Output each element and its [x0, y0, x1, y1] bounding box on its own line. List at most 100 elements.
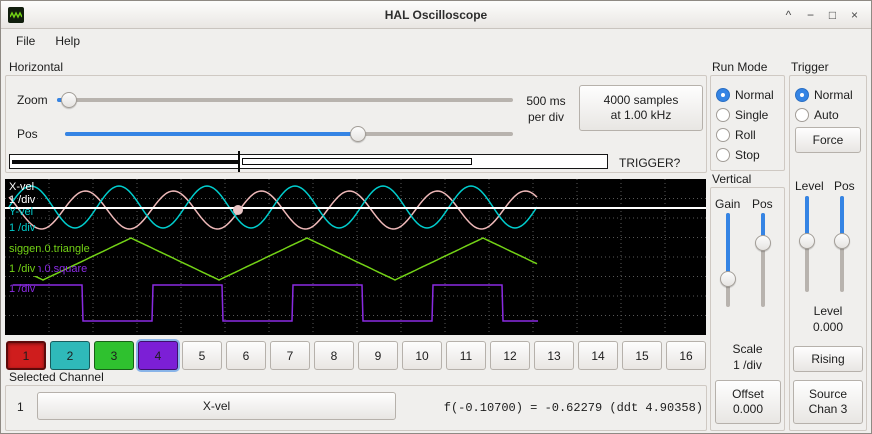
trigger-level-value: 0.000: [812, 320, 844, 334]
vertical-gain-slider[interactable]: [720, 213, 736, 307]
radio-dot[interactable]: [716, 128, 730, 142]
channel-selector-bar: 1 2 3 4 5 6 7 8 9 10 11 12 13 14 15 16: [6, 341, 706, 370]
horizontal-panel: [5, 75, 707, 173]
vertical-pos-thumb[interactable]: [755, 235, 771, 252]
channel-button-13[interactable]: 13: [534, 341, 574, 370]
record-position-bar: [9, 151, 608, 172]
oscilloscope-app-icon: [8, 7, 24, 23]
radio-dot[interactable]: [716, 88, 730, 102]
radio-label: Stop: [735, 148, 760, 162]
radio-run-mode-normal[interactable]: Normal: [716, 85, 774, 105]
pos-slider[interactable]: [65, 125, 513, 143]
scope-display[interactable]: X-vel 1 /div Y-vel 1 /div siggen.0.squar…: [5, 179, 706, 335]
radio-run-mode-roll[interactable]: Roll: [716, 125, 774, 145]
pos-label: Pos: [17, 127, 38, 141]
vertical-scale-caption: Scale: [732, 342, 763, 356]
trigger-panel-label: Trigger: [791, 60, 829, 74]
scope-channel-label-triangle: siggen.0.triangle 1 /div: [9, 243, 90, 276]
time-per-div-readout: 500 ms per div: [526, 94, 566, 124]
radio-trigger-mode-normal[interactable]: Normal: [795, 85, 853, 105]
vertical-pos-slider[interactable]: [755, 213, 771, 307]
trigger-source-button[interactable]: Source Chan 3: [793, 380, 863, 424]
channel-button-3[interactable]: 3: [94, 341, 134, 370]
run-mode-panel-label: Run Mode: [712, 60, 768, 74]
radio-label: Normal: [735, 88, 774, 102]
vertical-gain-fill: [726, 213, 730, 279]
samples-button[interactable]: 4000 samples at 1.00 kHz: [579, 85, 703, 131]
horizontal-panel-label: Horizontal: [9, 60, 64, 74]
channel-button-10[interactable]: 10: [402, 341, 442, 370]
run-mode-panel: [710, 75, 785, 171]
channel-button-11[interactable]: 11: [446, 341, 486, 370]
minimize-button[interactable]: −: [806, 7, 814, 22]
vertical-scale-value: 1 /div: [733, 358, 762, 372]
channel-button-5[interactable]: 5: [182, 341, 222, 370]
channel-button-9[interactable]: 9: [358, 341, 398, 370]
radio-dot[interactable]: [795, 108, 809, 122]
channel-button-7[interactable]: 7: [270, 341, 310, 370]
zoom-label: Zoom: [17, 93, 48, 107]
channel-button-15[interactable]: 15: [622, 341, 662, 370]
menu-bar: File Help: [1, 30, 871, 52]
channel-button-14[interactable]: 14: [578, 341, 618, 370]
channel-button-2[interactable]: 2: [50, 341, 90, 370]
trigger-pos-thumb[interactable]: [834, 233, 850, 250]
trigger-edge-button[interactable]: Rising: [793, 346, 863, 372]
channel-button-12[interactable]: 12: [490, 341, 530, 370]
vertical-gain-slider-label: Gain: [715, 197, 741, 211]
radio-dot[interactable]: [716, 148, 730, 162]
radio-label: Auto: [814, 108, 839, 122]
trigger-level-fill: [805, 196, 809, 242]
vertical-pos-slider-label: Pos: [752, 197, 773, 211]
pos-slider-thumb[interactable]: [350, 126, 367, 142]
force-trigger-button[interactable]: Force: [795, 127, 861, 153]
channel-button-8[interactable]: 8: [314, 341, 354, 370]
run-mode-radios: Normal Single Roll Stop: [716, 85, 774, 165]
shade-button[interactable]: ^: [785, 7, 792, 22]
title-bar: HAL Oscilloscope ^ − □ ×: [1, 1, 871, 29]
window-title: HAL Oscilloscope: [384, 8, 488, 22]
radio-run-mode-stop[interactable]: Stop: [716, 145, 774, 165]
record-window-outline: [242, 158, 472, 165]
trigger-level-slider[interactable]: [799, 196, 815, 292]
vertical-pos-fill: [761, 213, 765, 244]
selected-channel-name-button[interactable]: X-vel: [37, 392, 396, 420]
selected-channel-panel: [5, 385, 707, 431]
trigger-pos-slider[interactable]: [834, 196, 850, 292]
close-button[interactable]: ×: [850, 7, 858, 22]
radio-label: Single: [735, 108, 769, 122]
channel-button-1[interactable]: 1: [6, 341, 46, 370]
radio-dot[interactable]: [716, 108, 730, 122]
vertical-offset-button[interactable]: Offset 0.000: [715, 380, 781, 424]
scope-channel-label-xvel: X-vel 1 /div: [9, 181, 36, 206]
radio-run-mode-single[interactable]: Single: [716, 105, 774, 125]
channel-value-readout: f(-0.10700) = -0.62279 (ddt 4.90358): [443, 401, 703, 415]
menu-item-file[interactable]: File: [16, 34, 36, 48]
trigger-level-slider-label: Level: [795, 179, 824, 193]
trigger-pos-slider-label: Pos: [834, 179, 855, 193]
zoom-slider-track[interactable]: [57, 98, 513, 102]
trigger-pos-fill: [840, 196, 844, 242]
trigger-mode-radios: Normal Auto: [795, 85, 853, 125]
trigger-question-label: TRIGGER?: [619, 156, 681, 170]
zoom-slider-thumb[interactable]: [60, 92, 77, 108]
pos-slider-fill: [65, 132, 359, 136]
trigger-level-thumb[interactable]: [799, 233, 815, 250]
radio-trigger-mode-auto[interactable]: Auto: [795, 105, 853, 125]
zoom-slider[interactable]: [57, 91, 513, 109]
radio-label: Normal: [814, 88, 853, 102]
channel-button-6[interactable]: 6: [226, 341, 266, 370]
vertical-panel-label: Vertical: [712, 172, 752, 186]
channel-button-16[interactable]: 16: [666, 341, 706, 370]
scope-canvas[interactable]: [5, 179, 706, 335]
maximize-button[interactable]: □: [828, 7, 837, 22]
trigger-position-tick: [238, 151, 240, 172]
vertical-pos-track[interactable]: [761, 213, 765, 307]
record-displayed-segment: [12, 160, 239, 164]
radio-label: Roll: [735, 128, 756, 142]
channel-button-4[interactable]: 4: [138, 341, 178, 370]
menu-item-help[interactable]: Help: [55, 34, 81, 48]
radio-dot[interactable]: [795, 88, 809, 102]
vertical-gain-thumb[interactable]: [720, 270, 736, 287]
trigger-level-caption: Level: [813, 304, 843, 318]
